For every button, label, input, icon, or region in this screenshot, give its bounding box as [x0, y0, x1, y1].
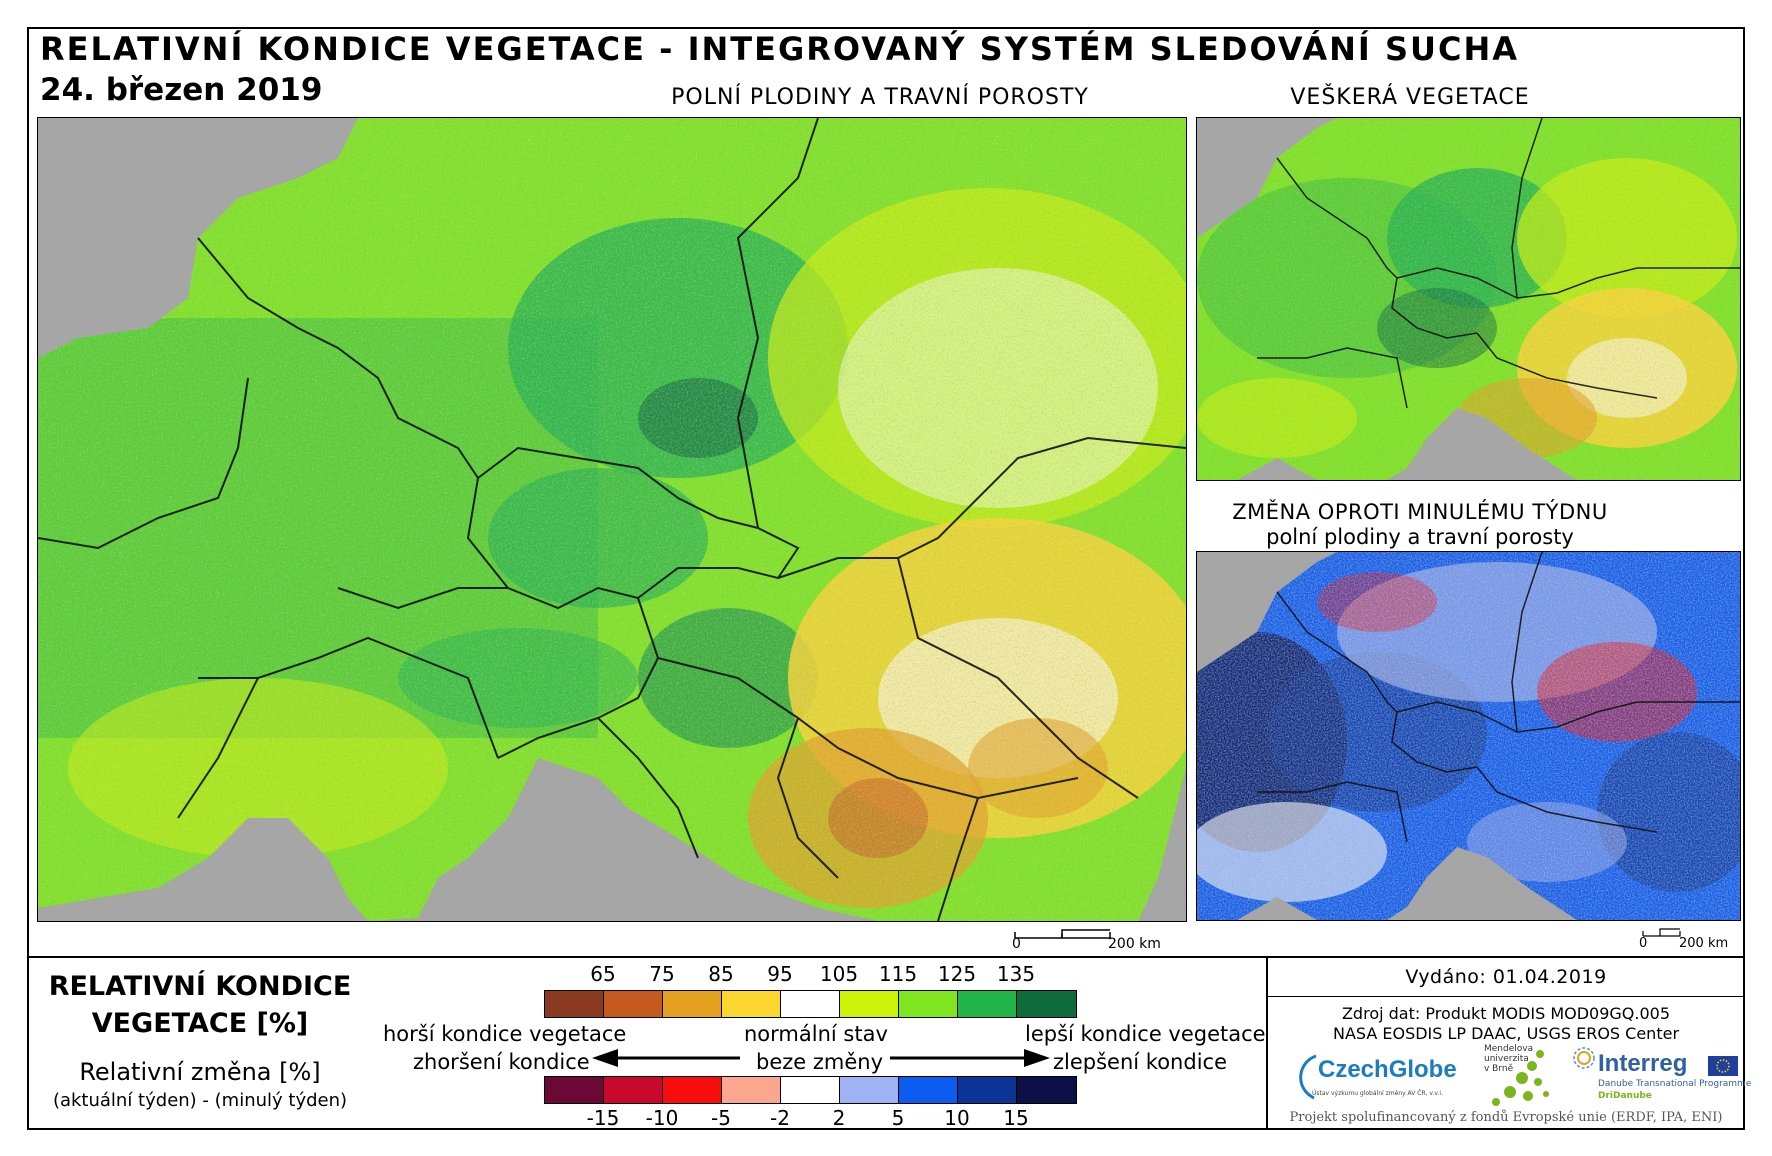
- condition-swatch-2: [663, 991, 722, 1017]
- change-map-scale-bar: [1642, 928, 1681, 937]
- change-scale-label: 200 km: [1679, 936, 1729, 951]
- change-tick-4: 2: [832, 1106, 846, 1130]
- condition-colorbar: [544, 990, 1077, 1018]
- mendel-logo-line3: v Brně: [1484, 1064, 1514, 1074]
- all-vegetation-map: [1196, 117, 1741, 481]
- change-map-subcaption: polní plodiny a travní porosty: [1266, 525, 1574, 549]
- mendel-dots-icon: [1492, 1050, 1549, 1106]
- change-swatch-7: [958, 1077, 1017, 1103]
- data-source-line1: Zdroj dat: Produkt MODIS MOD09GQ.005: [1341, 1004, 1671, 1023]
- change-swatch-4: [781, 1077, 840, 1103]
- condition-swatch-3: [722, 991, 781, 1017]
- change-swatch-3: [722, 1077, 781, 1103]
- direction-arrows: [592, 1049, 1050, 1067]
- legend-title: RELATIVNÍ KONDICE VEGETACE [%]: [40, 968, 360, 1042]
- legend-title-line1: RELATIVNÍ KONDICE: [48, 971, 352, 1002]
- change-swatch-6: [899, 1077, 958, 1103]
- change-legend-subtitle: (aktuální týden) - (minulý týden): [52, 1090, 348, 1111]
- main-map-graphic: [38, 118, 1186, 921]
- issued-date: Vydáno: 01.04.2019: [1405, 966, 1607, 988]
- eu-funding-footer: Projekt spolufinancovaný z fondů Evropsk…: [1289, 1110, 1723, 1125]
- info-separator: [1266, 956, 1268, 1130]
- condition-swatch-0: [545, 991, 604, 1017]
- change-swatch-8: [1017, 1077, 1076, 1103]
- main-map-scale-bar: [1014, 929, 1111, 939]
- condition-tick-5: 115: [878, 962, 918, 986]
- change-tick-7: 15: [1003, 1106, 1029, 1130]
- legend-title-line2: VEGETACE [%]: [91, 1008, 309, 1039]
- condition-tick-7: 135: [996, 962, 1036, 986]
- worsening-label: zhoršení kondice: [413, 1050, 590, 1074]
- change-tick-0: -15: [586, 1106, 620, 1130]
- change-map-graphic: [1197, 552, 1740, 920]
- normal-state-label: normální stav: [744, 1022, 888, 1046]
- no-change-label: beze změny: [756, 1050, 884, 1074]
- mendel-logo-line2: univerzita: [1484, 1054, 1529, 1064]
- change-tick-1: -10: [645, 1106, 679, 1130]
- mendel-university-logo: Mendelova univerzita v Brně: [1484, 1044, 1574, 1108]
- change-scale-zero: 0: [1639, 936, 1648, 951]
- vegetation-map-graphic: [1197, 118, 1740, 480]
- condition-swatch-4: [781, 991, 840, 1017]
- interreg-logo-text: Interreg: [1598, 1050, 1688, 1077]
- main-condition-map: [37, 117, 1187, 922]
- czechglobe-logo-text: CzechGlobe: [1318, 1056, 1457, 1083]
- change-swatch-1: [604, 1077, 663, 1103]
- czechglobe-swoosh-icon: [1299, 1054, 1317, 1100]
- mendel-logo-text: Mendelova univerzita v Brně: [1484, 1044, 1533, 1074]
- weekly-change-map: [1196, 551, 1741, 921]
- change-tick-5: 5: [891, 1106, 905, 1130]
- change-swatch-5: [840, 1077, 899, 1103]
- eu-flag-icon: [1708, 1056, 1738, 1076]
- interreg-logo: Interreg Danube Transnational Programme …: [1572, 1046, 1751, 1106]
- condition-swatch-7: [958, 991, 1017, 1017]
- change-legend-title: Relativní změna [%]: [79, 1058, 321, 1086]
- issued-separator: [1266, 996, 1745, 997]
- right-arrow-icon: [890, 1049, 1050, 1067]
- improvement-label: zlepšení kondice: [1053, 1050, 1227, 1074]
- page-title: RELATIVNÍ KONDICE VEGETACE - INTEGROVANÝ…: [40, 30, 1520, 68]
- worse-condition-label: horší kondice vegetace: [383, 1022, 627, 1046]
- better-condition-label: lepší kondice vegetace: [1025, 1022, 1266, 1046]
- change-swatch-2: [663, 1077, 722, 1103]
- interreg-programme-text: Danube Transnational Programme: [1598, 1079, 1752, 1089]
- main-scale-zero: 0: [1012, 936, 1021, 952]
- condition-swatch-8: [1017, 991, 1076, 1017]
- change-map-caption: ZMĚNA OPROTI MINULÉMU TÝDNU: [1232, 500, 1608, 524]
- condition-tick-2: 85: [708, 962, 734, 986]
- condition-tick-0: 65: [590, 962, 616, 986]
- main-scale-label: 200 km: [1108, 936, 1161, 952]
- map-date: 24. březen 2019: [40, 72, 323, 108]
- mendel-logo-line1: Mendelova: [1484, 1044, 1534, 1054]
- change-tick-3: -2: [770, 1106, 790, 1130]
- data-source-line2: NASA EOSDIS LP DAAC, USGS EROS Center: [1332, 1024, 1680, 1043]
- change-tick-2: -5: [711, 1106, 731, 1130]
- interreg-sun-icon: [1573, 1047, 1595, 1069]
- map-frame: [27, 27, 1745, 1130]
- change-swatch-0: [545, 1077, 604, 1103]
- czechglobe-logo-subtext: Ústav výzkumu globální změny AV ČR, v.v.…: [1312, 1090, 1443, 1097]
- change-colorbar: [544, 1076, 1077, 1104]
- legend-separator: [27, 956, 1745, 958]
- change-tick-6: 10: [944, 1106, 970, 1130]
- czechglobe-logo: CzechGlobe Ústav výzkumu globální změny …: [1296, 1048, 1476, 1104]
- condition-tick-4: 105: [819, 962, 859, 986]
- condition-tick-6: 125: [937, 962, 977, 986]
- left-arrow-icon: [592, 1049, 740, 1067]
- dridanube-text: DriDanube: [1598, 1091, 1652, 1101]
- condition-tick-3: 95: [767, 962, 793, 986]
- condition-swatch-1: [604, 991, 663, 1017]
- condition-swatch-6: [899, 991, 958, 1017]
- main-map-caption: POLNÍ PLODINY A TRAVNÍ POROSTY: [671, 85, 1089, 110]
- vegetation-map-caption: VEŠKERÁ VEGETACE: [1290, 85, 1530, 110]
- condition-swatch-5: [840, 991, 899, 1017]
- condition-tick-1: 75: [649, 962, 675, 986]
